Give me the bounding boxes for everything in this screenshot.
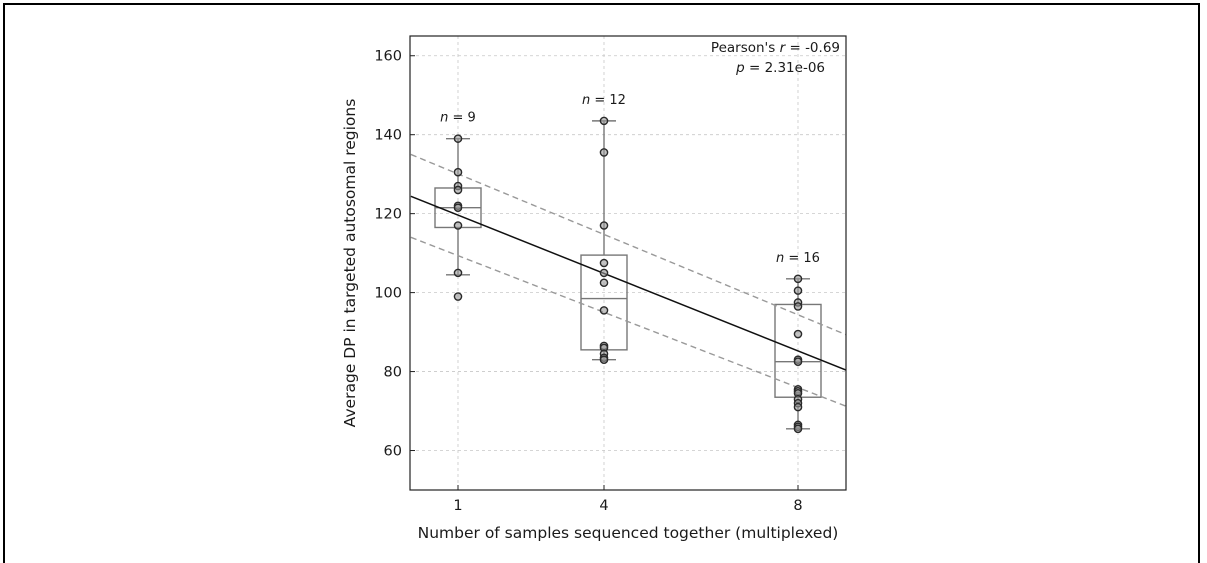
regression [410,153,846,407]
n-value: = 9 [453,111,476,126]
data-point [599,221,609,230]
pearson-prefix: Pearson's [711,40,780,56]
data-point [793,329,803,339]
data-point [599,355,609,365]
data-point [453,268,463,278]
y-tick-label: 60 [384,444,402,460]
ci-upper-line [410,153,846,336]
data-point [453,167,463,177]
axes: 60 80 100 120 140 160 1 4 8 [374,49,802,514]
plot-area-frame [409,35,847,491]
labels: n = 9n = 12n = 16 [440,93,820,266]
y-tick-label: 140 [374,128,402,144]
p-value: = 2.31e-06 [745,60,825,76]
pearson-r-var: r [780,40,787,56]
x-tick-label: 4 [599,498,608,514]
data-point [599,258,609,268]
y-tick-label: 100 [374,286,402,302]
data-point [453,292,463,301]
data-point [453,134,463,143]
n-label: n = 12 [582,93,626,108]
n-label: n = 16 [776,251,820,266]
p-var: p [735,60,745,76]
y-tick-label: 120 [374,207,402,223]
data-point [599,278,609,288]
data-point [793,402,803,412]
data-point [793,424,803,434]
x-tick-label: 1 [453,498,462,514]
n-label: n = 9 [440,111,476,126]
data-point [793,302,803,311]
data-point [793,274,803,284]
regression-line [410,195,846,371]
data-point [599,268,609,278]
data-point [793,357,803,366]
data-points [453,116,803,434]
pearson-r-value: = -0.69 [785,40,840,56]
data-point [793,286,803,295]
y-tick-label: 80 [384,365,402,381]
data-point [453,221,463,230]
n-value: = 12 [594,93,626,108]
y-tick-label: 160 [374,49,402,65]
boxes [434,120,822,430]
p-value-annotation: p = 2.31e-06 [735,60,825,76]
n-var: n [582,93,594,108]
data-point [599,116,609,126]
n-value: = 16 [788,251,820,266]
data-point [599,306,609,315]
data-point [453,203,463,213]
data-point [453,185,463,195]
figure-frame [3,3,1200,563]
data-point [599,148,609,157]
x-axis-label: Number of samples sequenced together (mu… [418,524,839,542]
y-axis-label: Average DP in targeted autosomal regions [341,99,359,428]
pearson-annotation: Pearson's r = -0.69 [711,40,840,56]
n-var: n [440,111,452,126]
n-var: n [776,251,788,266]
ci-lower-line [410,236,846,407]
x-tick-label: 8 [793,498,802,514]
